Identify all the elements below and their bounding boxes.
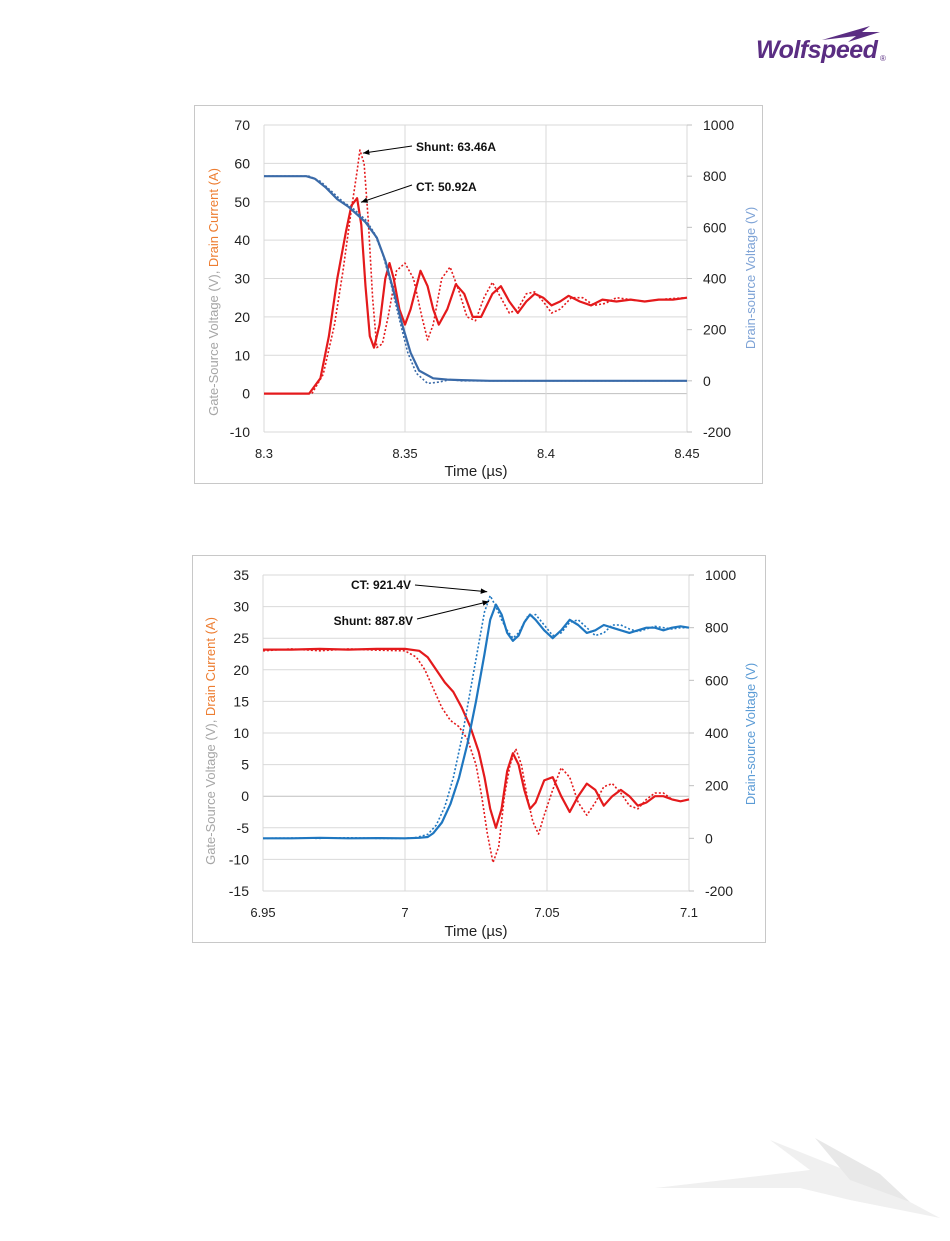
c2-series-blue_chart2-solid [263,603,690,840]
c2-annotation-arrow [416,601,490,620]
c1-x-tick-label: 8.4 [537,446,555,461]
c2-x-tick-label: 7.1 [680,905,698,920]
chart-drain-current-turn-on: 8.3 8.35 8.4 8.45 70 60 50 40 30 20 10 0 -10 1000 80… [194,105,763,484]
c1-y-right-tick-label: 1000 [703,117,734,133]
c1-series-red-solid [264,197,688,395]
c1-x-tick-label: 8.35 [392,446,417,461]
chart1-y-left-axis-label: Gate-Source Voltage (V), Drain Current (… [206,168,221,416]
chart1-x-ticks: 8.3 8.35 8.4 8.45 [255,446,700,461]
chart2-y-left-label-part2: Drain Current (A) [203,617,218,716]
c2-y-right-tick-label: -200 [705,883,733,899]
c1-y-right-tick-label: 400 [703,271,727,287]
c1-y-right-tick-label: 200 [703,322,727,338]
chart2-x-ticks: 6.95 7 7.05 7.1 [250,905,698,920]
chart2-y-left-axis-label: Gate-Source Voltage (V), Drain Current (… [203,617,218,865]
chart1-y-left-label-part2: Drain Current (A) [206,168,221,267]
c2-y-left-tick-label: 20 [233,662,249,678]
chart1-series [264,149,688,395]
c1-x-tick-label: 8.45 [674,446,699,461]
c1-y-left-tick-label: 0 [242,386,250,402]
c2-x-tick-label: 6.95 [250,905,275,920]
c2-y-left-tick-label: 10 [233,725,249,741]
c2-annotation-label: CT: 921.4V [351,578,411,592]
c2-y-right-tick-label: 400 [705,725,729,741]
c1-y-left-tick-label: -10 [230,424,250,440]
chart2-annotations: CT: 921.4V Shunt: 887.8V [334,578,490,628]
c2-series-red-solid [263,647,690,829]
c2-series-red-dotted [262,648,690,864]
chart1-y-left-ticks: 70 60 50 40 30 20 10 0 -10 [230,117,250,440]
chart2-x-axis-label: Time (µs) [444,923,507,940]
chart2-y-left-label-part1: Gate-Source Voltage (V), [203,716,218,865]
c1-annotation-arrowhead [362,149,370,155]
c1-y-left-tick-label: 20 [234,309,250,325]
c1-annotation-label: Shunt: 63.46A [416,140,496,154]
c2-annotation-arrowhead [482,600,490,606]
c1-y-left-tick-label: 40 [234,232,250,248]
c1-y-left-tick-label: 50 [234,194,250,210]
chart2-y-right-axis-label: Drain-source Voltage (V) [743,663,758,805]
c1-y-right-tick-label: 800 [703,168,727,184]
logo-swoosh-icon [822,26,880,42]
c2-x-tick-label: 7 [401,905,408,920]
chart2-series [262,594,690,864]
c2-y-left-tick-label: 5 [241,757,249,773]
c1-y-left-tick-label: 30 [234,271,250,287]
c2-y-right-tick-label: 0 [705,830,713,846]
chart1-svg: 8.3 8.35 8.4 8.45 70 60 50 40 30 20 10 0 -10 1000 80… [206,117,758,480]
c2-series-blue_chart2-dotted [262,594,689,840]
chart1-y-right-ticks: 1000 800 600 400 200 0 -200 [703,117,734,440]
wolfspeed-logo: Wolfspeed ® [752,22,892,70]
chart2-y-left-ticks: 35 30 25 20 15 10 5 0 -5 -10 -15 [229,567,249,899]
logo-text: Wolfspeed [756,36,878,64]
c2-y-left-tick-label: -5 [237,820,250,836]
chart1-x-axis-label: Time (µs) [444,463,507,480]
c1-y-right-tick-label: -200 [703,424,731,440]
c2-y-left-tick-label: -10 [229,851,249,867]
c1-annotation-label: CT: 50.92A [416,180,477,194]
c2-y-right-tick-label: 800 [705,620,729,636]
c1-annotation-arrow [360,184,413,203]
chart2-grid [262,574,694,892]
c1-x-tick-label: 8.3 [255,446,273,461]
chart1-y-right-axis-label: Drain-source Voltage (V) [743,207,758,349]
chart2-svg: 6.95 7 7.05 7.1 35 30 25 20 15 10 5 0 -5 -10 -15 1000… [203,567,758,940]
c2-y-left-tick-label: 30 [233,599,249,615]
c1-y-right-tick-label: 600 [703,219,727,235]
c2-x-tick-label: 7.05 [534,905,559,920]
c2-annotation-arrow [414,584,488,593]
chart1-annotations: Shunt: 63.46A CT: 50.92A [360,140,496,203]
chart-drain-source-voltage-turn-off: 6.95 7 7.05 7.1 35 30 25 20 15 10 5 0 -5 -10 -15 1000… [192,555,766,943]
c2-y-left-tick-label: -15 [229,883,249,899]
watermark-swoosh-icon [655,1138,940,1218]
c2-y-right-tick-label: 1000 [705,567,736,583]
c2-y-left-tick-label: 25 [233,630,249,646]
c2-y-right-tick-label: 600 [705,672,729,688]
c2-y-left-tick-label: 35 [233,567,249,583]
c1-annotation-arrowhead [361,197,369,203]
c1-annotation-arrow [362,145,413,154]
c1-y-left-tick-label: 70 [234,117,250,133]
c2-annotation-arrowhead [480,588,488,594]
c1-y-left-tick-label: 60 [234,155,250,171]
c2-annotation-label: Shunt: 887.8V [334,614,413,628]
chart1-y-left-label-part1: Gate-Source Voltage (V), [206,267,221,416]
chart1-grid [263,124,692,433]
c1-y-right-tick-label: 0 [703,373,711,389]
c2-y-right-tick-label: 200 [705,778,729,794]
logo-registered-mark: ® [880,54,886,63]
c1-y-left-tick-label: 10 [234,347,250,363]
c1-series-blue_chart1-dotted [264,175,687,385]
c2-y-left-tick-label: 15 [233,693,249,709]
c2-y-left-tick-label: 0 [241,788,249,804]
chart2-y-right-ticks: 1000 800 600 400 200 0 -200 [705,567,736,899]
